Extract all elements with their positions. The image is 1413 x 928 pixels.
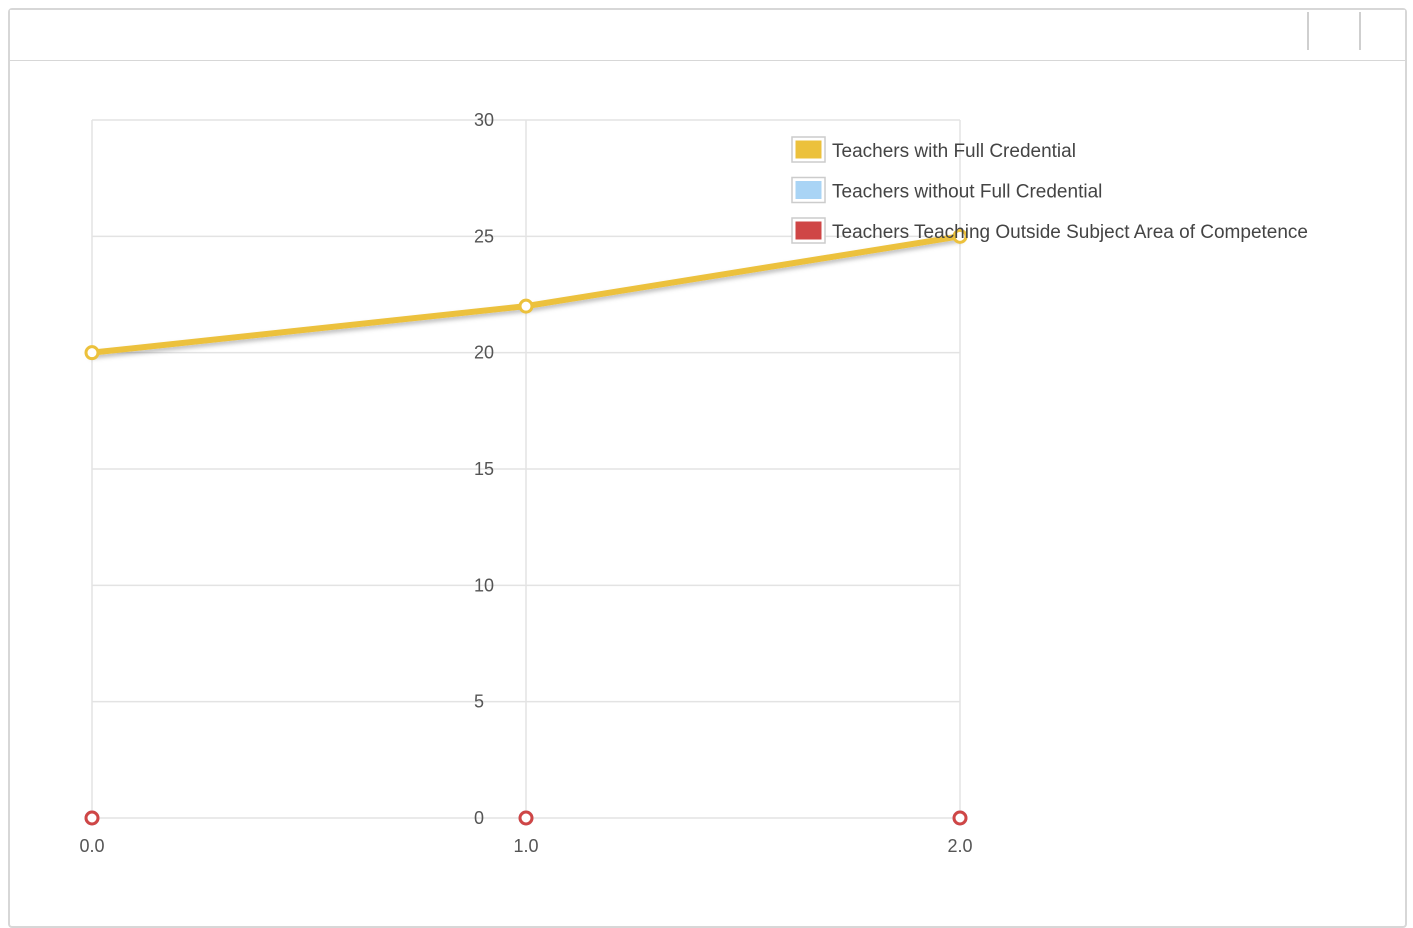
x-tick-label: 1.0 <box>513 836 538 856</box>
series-layer <box>84 228 968 826</box>
data-point-3[interactable] <box>518 810 534 826</box>
y-tick-label: 15 <box>474 459 494 479</box>
header-button-1[interactable] <box>1307 12 1361 50</box>
x-tick-label: 0.0 <box>79 836 104 856</box>
data-point-1[interactable] <box>518 298 534 314</box>
tick-labels: 0 5 10 15 20 25 30 0.0 1.0 2.0 <box>79 110 972 856</box>
header-button-2[interactable] <box>1359 12 1413 50</box>
x-tick-label: 2.0 <box>947 836 972 856</box>
data-point-3[interactable] <box>84 810 100 826</box>
data-point-1[interactable] <box>952 228 968 244</box>
legend-label[interactable]: Teachers without Full Credential <box>832 182 1102 203</box>
legend-swatch <box>795 221 822 240</box>
y-tick-label: 20 <box>474 343 494 363</box>
y-tick-label: 30 <box>474 110 494 130</box>
y-tick-label: 25 <box>474 226 494 246</box>
legend-label[interactable]: Teachers with Full Credential <box>832 141 1076 162</box>
legend-swatch <box>795 181 822 199</box>
y-tick-label: 0 <box>474 808 484 828</box>
legend-swatch <box>795 140 822 159</box>
legend: Teachers with Full Credential Teachers wi… <box>791 136 1308 244</box>
data-point-1[interactable] <box>84 345 100 361</box>
panel-header <box>10 10 1405 61</box>
grid <box>91 119 961 819</box>
legend-label[interactable]: Teachers Teaching Outside Subject Area o… <box>832 222 1308 243</box>
y-tick-label: 10 <box>474 575 494 595</box>
y-tick-label: 5 <box>474 692 484 712</box>
data-point-3[interactable] <box>952 810 968 826</box>
chart-panel <box>8 8 1407 928</box>
